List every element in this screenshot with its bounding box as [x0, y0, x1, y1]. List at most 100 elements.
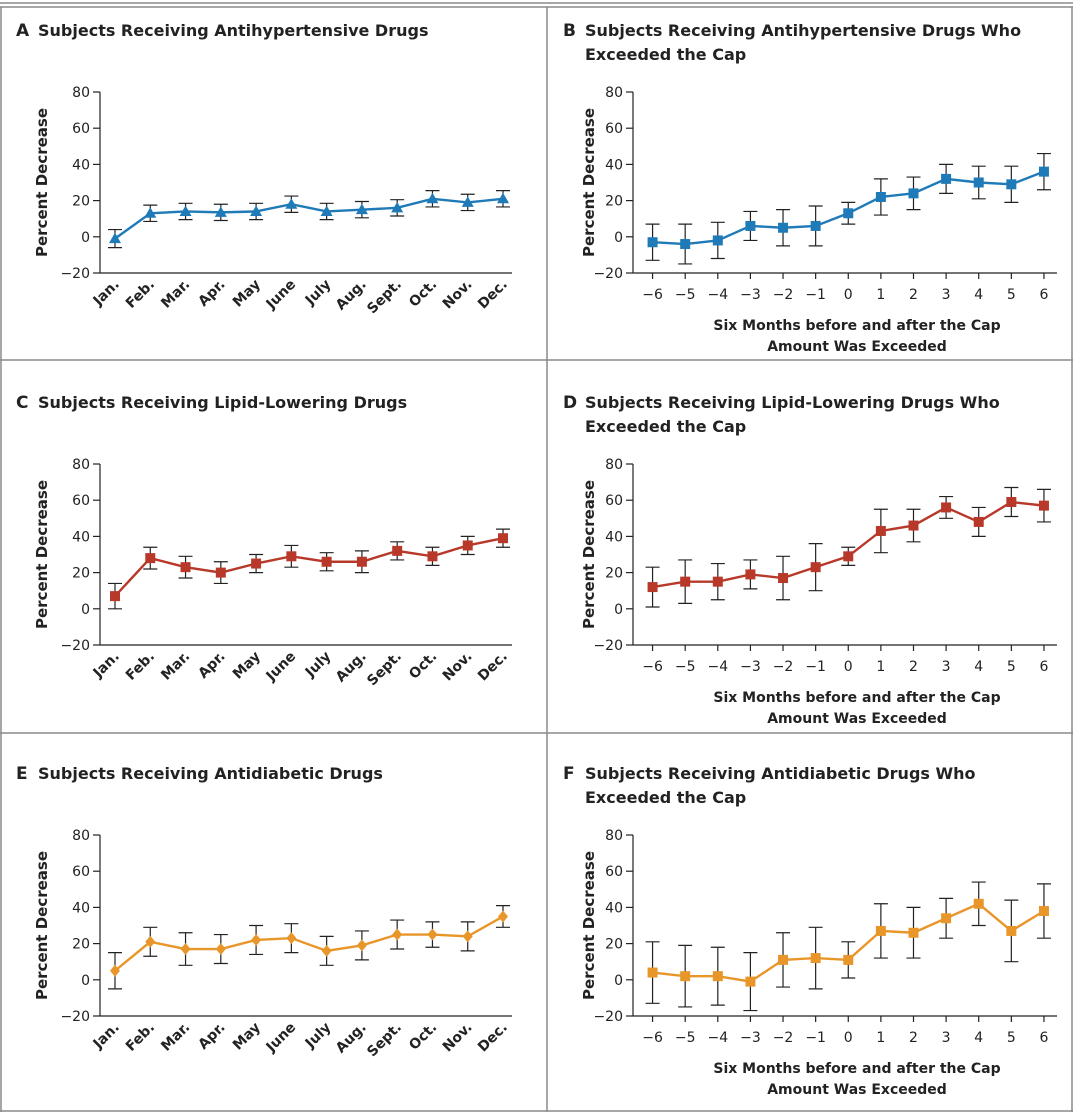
panel-letter: C — [16, 393, 28, 413]
x-axis-label-box: Six Months before and after the Cap Amou… — [713, 1061, 1001, 1098]
x-tick-label: 3 — [942, 287, 951, 303]
x-tick-label: Nov. — [440, 649, 476, 685]
x-tick-label: −1 — [805, 1030, 826, 1046]
y-tick-label: 40 — [72, 157, 90, 173]
data-point — [973, 898, 984, 909]
data-point — [875, 925, 886, 936]
x-tick-label: 2 — [909, 287, 918, 303]
data-point — [145, 935, 156, 948]
data-point — [908, 520, 919, 531]
data-point — [810, 953, 821, 964]
data-point — [810, 562, 821, 573]
x-axis-label: Six Months before and after the Cap Amou… — [713, 690, 1001, 727]
data-point — [1038, 906, 1049, 917]
data-point — [680, 239, 691, 250]
y-axis-label: Percent Decrease — [580, 480, 598, 629]
panel-title: Subjects Receiving Antidiabetic Drugs — [38, 764, 383, 783]
x-tick-label: Feb. — [123, 1020, 158, 1055]
y-tick-label: 80 — [72, 828, 90, 844]
y-tick-label: −20 — [593, 266, 623, 282]
y-tick-label: 40 — [605, 529, 623, 545]
x-tick-label: June — [263, 1020, 300, 1057]
y-tick-label: 0 — [81, 973, 90, 989]
data-point — [1038, 166, 1049, 177]
x-tick-label: Jan. — [90, 649, 123, 682]
panel-title-box: Subjects Receiving Antidiabetic Drugs Wh… — [585, 764, 976, 807]
x-axis-label: Six Months before and after the Cap Amou… — [713, 1061, 1001, 1098]
data-point — [427, 928, 438, 941]
panel-title: Subjects Receiving Antihypertensive Drug… — [585, 21, 1022, 64]
x-tick-label: Aug. — [333, 277, 370, 314]
y-tick-label: 0 — [81, 602, 90, 618]
data-point — [810, 220, 821, 231]
x-tick-label: Aug. — [333, 649, 370, 686]
data-point — [320, 205, 333, 216]
y-tick-label: 20 — [605, 566, 623, 582]
series-line — [114, 537, 504, 597]
panel-letter: B — [563, 21, 576, 41]
y-tick-label: 20 — [72, 566, 90, 582]
data-point — [461, 196, 474, 207]
y-axis-label: Percent Decrease — [33, 480, 51, 629]
data-point — [1006, 497, 1017, 508]
y-tick-label: 20 — [72, 937, 90, 953]
x-tick-label: −1 — [805, 287, 826, 303]
data-point — [179, 205, 192, 216]
x-tick-label: Oct. — [406, 649, 440, 683]
data-point — [462, 930, 473, 943]
y-tick-label: −20 — [60, 266, 90, 282]
x-tick-label: −5 — [675, 659, 696, 675]
x-tick-label: 6 — [1039, 1030, 1048, 1046]
data-point — [251, 558, 262, 569]
x-tick-label: −6 — [642, 287, 663, 303]
data-point — [110, 591, 120, 602]
data-point — [355, 203, 368, 215]
y-tick-label: −20 — [593, 1009, 623, 1025]
x-tick-label: Dec. — [475, 1020, 511, 1056]
y-tick-label: 60 — [605, 493, 623, 509]
x-tick-label: 6 — [1039, 287, 1048, 303]
data-point — [941, 913, 952, 924]
data-point — [215, 567, 226, 578]
x-tick-label: May — [230, 277, 264, 311]
panel-title-box: Subjects Receiving Lipid-Lowering Drugs — [38, 393, 407, 412]
data-point — [286, 932, 297, 945]
x-tick-label: Apr. — [195, 277, 228, 310]
data-point — [462, 540, 473, 551]
y-tick-label: 20 — [605, 937, 623, 953]
x-tick-label: 5 — [1007, 1030, 1016, 1046]
panel-title: Subjects Receiving Lipid-Lowering Drugs … — [585, 393, 1000, 436]
x-tick-label: −3 — [740, 1030, 761, 1046]
y-axis-label: Percent Decrease — [33, 851, 51, 1000]
x-tick-label: June — [263, 277, 300, 314]
y-tick-label: −20 — [60, 1009, 90, 1025]
panel-title-box: Subjects Receiving Lipid-Lowering Drugs … — [585, 393, 1000, 436]
data-point — [647, 582, 658, 593]
data-point — [680, 576, 691, 587]
data-point — [356, 556, 367, 567]
y-tick-label: 20 — [605, 194, 623, 210]
y-tick-label: 80 — [605, 457, 623, 473]
x-tick-label: June — [263, 649, 300, 686]
x-tick-label: −6 — [642, 659, 663, 675]
x-tick-label: Apr. — [195, 649, 228, 682]
data-point — [426, 192, 439, 204]
x-axis-label-box: Six Months before and after the Cap Amou… — [713, 318, 1000, 355]
x-tick-label: 6 — [1039, 659, 1048, 675]
data-point — [215, 943, 226, 956]
data-point — [392, 928, 403, 941]
x-tick-label: −4 — [707, 1030, 728, 1046]
y-axis-label: Percent Decrease — [580, 108, 598, 257]
y-tick-label: 80 — [72, 85, 90, 101]
x-tick-label: Oct. — [406, 277, 440, 311]
data-point — [180, 943, 191, 956]
x-tick-label: Sept. — [364, 649, 405, 690]
x-tick-label: 0 — [844, 1030, 853, 1046]
x-tick-label: Dec. — [475, 277, 511, 313]
x-tick-label: 3 — [942, 659, 951, 675]
x-tick-label: 5 — [1007, 287, 1016, 303]
data-point — [497, 192, 509, 204]
y-tick-label: −20 — [593, 638, 623, 654]
data-point — [286, 551, 297, 562]
